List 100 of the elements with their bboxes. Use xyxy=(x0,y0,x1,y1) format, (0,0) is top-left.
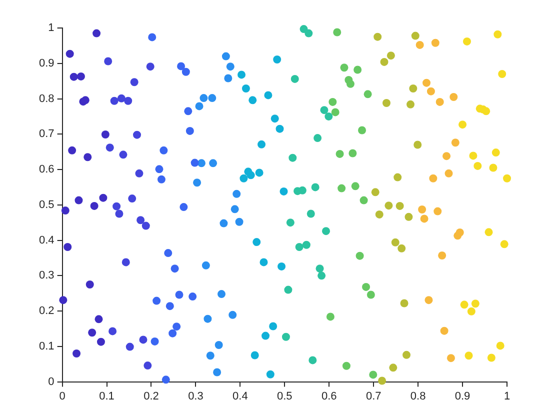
point xyxy=(136,216,145,224)
point xyxy=(380,58,388,66)
point xyxy=(416,40,424,49)
point xyxy=(248,96,257,104)
point xyxy=(456,228,464,236)
point xyxy=(160,146,168,154)
point xyxy=(115,210,124,218)
point xyxy=(117,94,126,102)
point xyxy=(264,91,272,100)
point xyxy=(342,362,350,370)
point xyxy=(177,62,186,70)
point xyxy=(366,290,375,299)
point xyxy=(460,300,468,309)
point xyxy=(270,114,279,123)
point xyxy=(304,29,313,38)
point xyxy=(252,238,261,246)
point xyxy=(166,302,174,310)
point xyxy=(76,72,85,80)
point xyxy=(110,96,118,105)
point xyxy=(182,68,190,76)
point xyxy=(222,52,230,60)
point xyxy=(362,282,370,291)
point xyxy=(494,30,502,38)
point xyxy=(108,327,117,336)
point xyxy=(458,120,467,129)
point xyxy=(70,72,78,81)
point xyxy=(197,159,206,168)
point xyxy=(72,349,81,358)
point xyxy=(400,299,408,308)
point xyxy=(369,370,378,379)
point xyxy=(382,99,390,108)
point xyxy=(492,148,500,157)
point xyxy=(322,227,330,236)
y-tick-label: 1 xyxy=(48,22,54,34)
point xyxy=(424,296,433,304)
point xyxy=(326,312,334,321)
point xyxy=(374,32,382,41)
point xyxy=(204,314,212,323)
y-tick-label: 0.3 xyxy=(38,270,54,282)
point xyxy=(74,196,83,204)
point xyxy=(195,102,204,110)
point xyxy=(112,202,121,210)
point xyxy=(94,315,103,324)
point xyxy=(208,94,216,102)
point xyxy=(484,228,493,236)
point xyxy=(190,158,199,167)
point xyxy=(348,149,357,158)
point xyxy=(206,352,214,360)
point xyxy=(122,258,130,266)
y-tick-label: 0.1 xyxy=(38,340,54,352)
y-tick-label: 0 xyxy=(48,376,54,388)
point xyxy=(146,62,154,71)
point xyxy=(130,78,138,86)
point xyxy=(487,354,496,362)
point xyxy=(420,214,428,223)
point xyxy=(96,338,105,346)
point xyxy=(266,370,274,378)
point xyxy=(101,130,110,138)
point xyxy=(186,126,194,135)
point xyxy=(418,206,426,214)
point xyxy=(148,33,156,42)
point xyxy=(128,194,136,203)
point xyxy=(92,29,101,38)
point xyxy=(224,74,232,82)
point xyxy=(188,292,197,301)
point xyxy=(209,159,218,168)
point xyxy=(142,222,150,230)
x-tick-label: 0.1 xyxy=(99,390,114,402)
point xyxy=(489,164,498,172)
point xyxy=(414,140,422,149)
point xyxy=(371,188,380,196)
point xyxy=(213,368,222,376)
point xyxy=(444,169,453,178)
point xyxy=(172,322,181,331)
x-tick-label: 0.2 xyxy=(144,390,159,402)
point xyxy=(155,165,164,174)
point xyxy=(217,290,226,298)
point xyxy=(467,307,476,316)
point xyxy=(202,261,210,270)
y-tick-label: 0.7 xyxy=(38,128,54,140)
point xyxy=(402,350,410,359)
point xyxy=(235,218,244,226)
point xyxy=(503,174,511,182)
point xyxy=(84,153,92,162)
point xyxy=(336,150,344,158)
point xyxy=(364,90,372,98)
point xyxy=(331,108,340,116)
point xyxy=(436,98,444,106)
point xyxy=(124,96,132,105)
y-tick-label: 0.2 xyxy=(38,305,54,318)
point xyxy=(280,187,288,196)
point xyxy=(450,92,458,101)
point xyxy=(422,78,431,87)
point xyxy=(276,124,284,133)
point xyxy=(406,100,414,108)
point xyxy=(170,264,179,273)
point xyxy=(126,342,134,351)
point xyxy=(500,240,508,248)
point xyxy=(66,50,74,58)
point xyxy=(409,84,418,92)
